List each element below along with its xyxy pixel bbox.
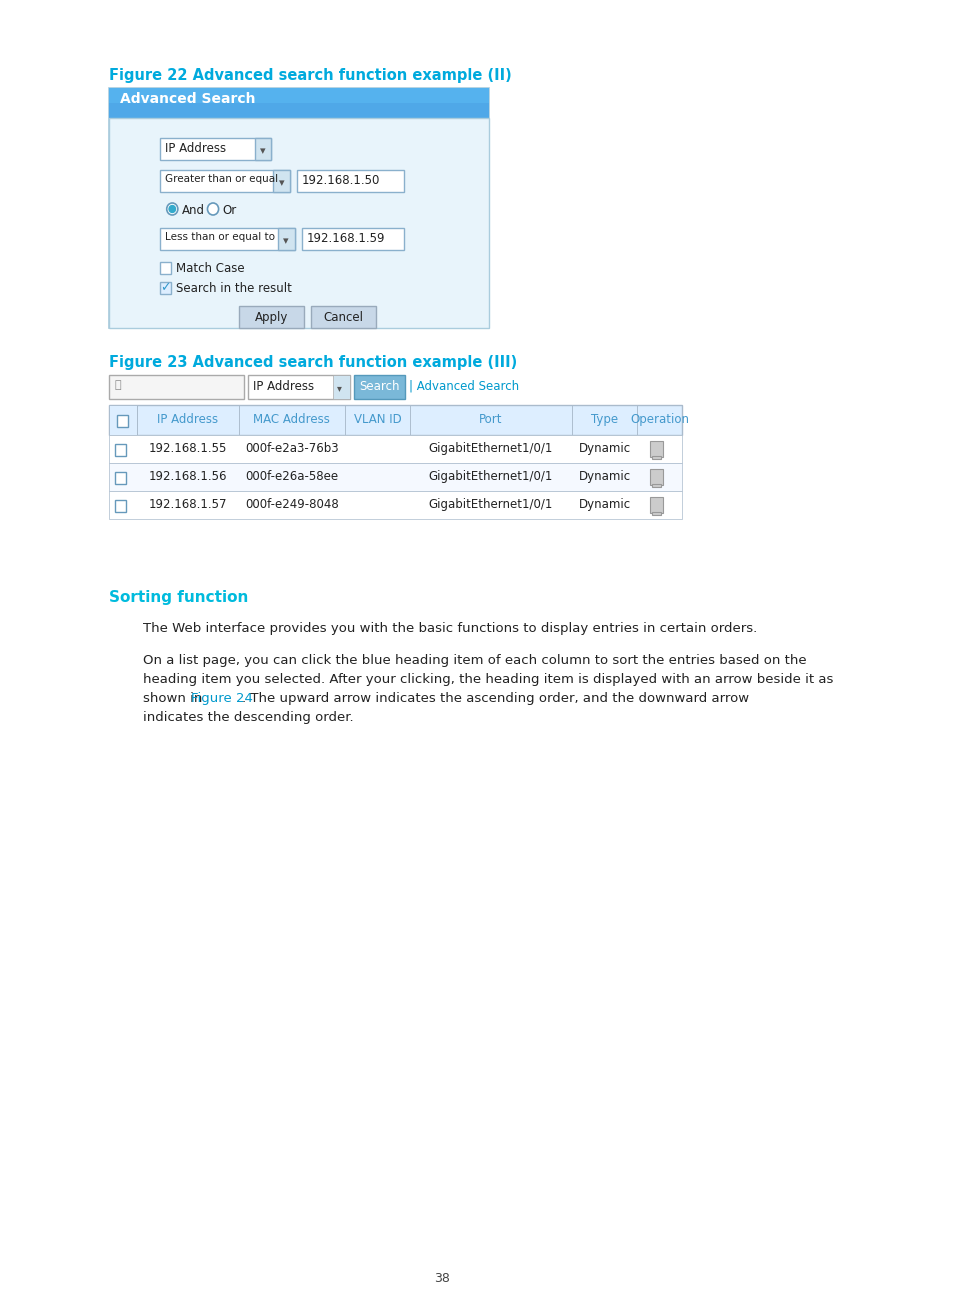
Bar	[254, 137, 271, 159]
Bar	[110, 404, 137, 435]
Text: ▾: ▾	[336, 384, 342, 393]
Bar	[110, 404, 137, 435]
Bar	[302, 228, 403, 250]
Text: shown in: shown in	[143, 692, 206, 705]
Bar	[160, 228, 294, 250]
Bar	[110, 463, 681, 491]
Text: 192.168.1.56: 192.168.1.56	[149, 470, 227, 483]
Text: Or: Or	[222, 203, 236, 216]
Bar	[297, 170, 403, 192]
Text: Figure 23 Advanced search function example (III): Figure 23 Advanced search function examp…	[110, 355, 517, 369]
Bar	[650, 496, 662, 513]
Bar	[238, 404, 345, 435]
Circle shape	[207, 203, 218, 215]
Bar	[110, 375, 243, 399]
Text: IP Address: IP Address	[253, 380, 314, 393]
Text: Dynamic: Dynamic	[578, 498, 630, 511]
Bar	[160, 137, 271, 159]
Bar	[110, 88, 489, 102]
Text: Search in the result: Search in the result	[175, 283, 292, 295]
Bar	[572, 404, 637, 435]
Text: Search: Search	[359, 380, 399, 393]
Bar	[110, 491, 681, 518]
Text: Apply: Apply	[254, 311, 288, 324]
Text: The Web interface provides you with the basic functions to display entries in ce: The Web interface provides you with the …	[143, 622, 756, 635]
Text: 192.168.1.57: 192.168.1.57	[149, 498, 227, 511]
Text: Dynamic: Dynamic	[578, 470, 630, 483]
Text: heading item you selected. After your clicking, the heading item is displayed wi: heading item you selected. After your cl…	[143, 673, 832, 686]
Bar	[114, 500, 126, 512]
Circle shape	[169, 206, 175, 213]
Bar	[637, 404, 681, 435]
Bar	[273, 170, 290, 192]
Bar	[137, 404, 238, 435]
Bar	[114, 472, 126, 483]
Text: indicates the descending order.: indicates the descending order.	[143, 712, 353, 724]
Text: MAC Address: MAC Address	[253, 413, 330, 426]
Text: 🔍: 🔍	[114, 380, 121, 390]
Text: Less than or equal to: Less than or equal to	[165, 232, 274, 242]
Text: GigabitEthernet1/0/1: GigabitEthernet1/0/1	[428, 442, 553, 455]
Text: Cancel: Cancel	[323, 311, 363, 324]
Text: Port: Port	[478, 413, 502, 426]
Text: 192.168.1.50: 192.168.1.50	[302, 174, 380, 187]
Bar	[334, 375, 350, 399]
Bar	[354, 375, 404, 399]
Bar	[652, 456, 660, 459]
Text: Sorting function: Sorting function	[110, 590, 249, 605]
Text: 192.168.1.59: 192.168.1.59	[306, 232, 385, 245]
Bar	[160, 170, 290, 192]
Text: Greater than or equal: Greater than or equal	[165, 174, 277, 184]
Bar	[277, 228, 294, 250]
Text: . The upward arrow indicates the ascending order, and the downward arrow: . The upward arrow indicates the ascendi…	[241, 692, 748, 705]
Bar	[238, 306, 303, 328]
Text: 000f-e249-8048: 000f-e249-8048	[245, 498, 338, 511]
Bar	[114, 445, 126, 456]
Text: VLAN ID: VLAN ID	[354, 413, 401, 426]
Bar	[110, 88, 489, 118]
Text: Type: Type	[591, 413, 618, 426]
Bar	[110, 88, 489, 328]
Text: ▾: ▾	[260, 146, 266, 156]
Bar	[650, 441, 662, 457]
Bar	[410, 404, 572, 435]
Text: ✓: ✓	[160, 281, 171, 294]
Circle shape	[167, 203, 177, 215]
Text: Dynamic: Dynamic	[578, 442, 630, 455]
Bar	[116, 415, 128, 426]
Bar	[652, 512, 660, 515]
Bar	[652, 483, 660, 487]
Text: On a list page, you can click the blue heading item of each column to sort the e: On a list page, you can click the blue h…	[143, 654, 805, 667]
Text: Match Case: Match Case	[175, 262, 244, 275]
Text: 38: 38	[434, 1271, 449, 1286]
Bar	[650, 469, 662, 485]
Text: ▾: ▾	[283, 236, 289, 246]
Text: And: And	[181, 203, 204, 216]
Text: | Advanced Search: | Advanced Search	[409, 380, 519, 393]
Text: 000f-e2a3-76b3: 000f-e2a3-76b3	[245, 442, 338, 455]
Bar	[311, 306, 375, 328]
Text: Advanced Search: Advanced Search	[120, 92, 255, 106]
Text: ▾: ▾	[278, 178, 284, 188]
Bar	[110, 118, 489, 328]
Bar	[110, 404, 681, 435]
Bar	[248, 375, 350, 399]
Text: IP Address: IP Address	[157, 413, 218, 426]
Bar	[160, 283, 172, 294]
Bar	[160, 262, 172, 273]
Text: 000f-e26a-58ee: 000f-e26a-58ee	[245, 470, 338, 483]
Text: Operation: Operation	[629, 413, 688, 426]
Text: 192.168.1.55: 192.168.1.55	[149, 442, 227, 455]
Bar	[345, 404, 410, 435]
Text: Figure 22 Advanced search function example (II): Figure 22 Advanced search function examp…	[110, 67, 512, 83]
Text: IP Address: IP Address	[165, 143, 226, 156]
Bar	[110, 435, 681, 463]
Text: GigabitEthernet1/0/1: GigabitEthernet1/0/1	[428, 498, 553, 511]
Text: Figure 24: Figure 24	[191, 692, 253, 705]
Text: GigabitEthernet1/0/1: GigabitEthernet1/0/1	[428, 470, 553, 483]
